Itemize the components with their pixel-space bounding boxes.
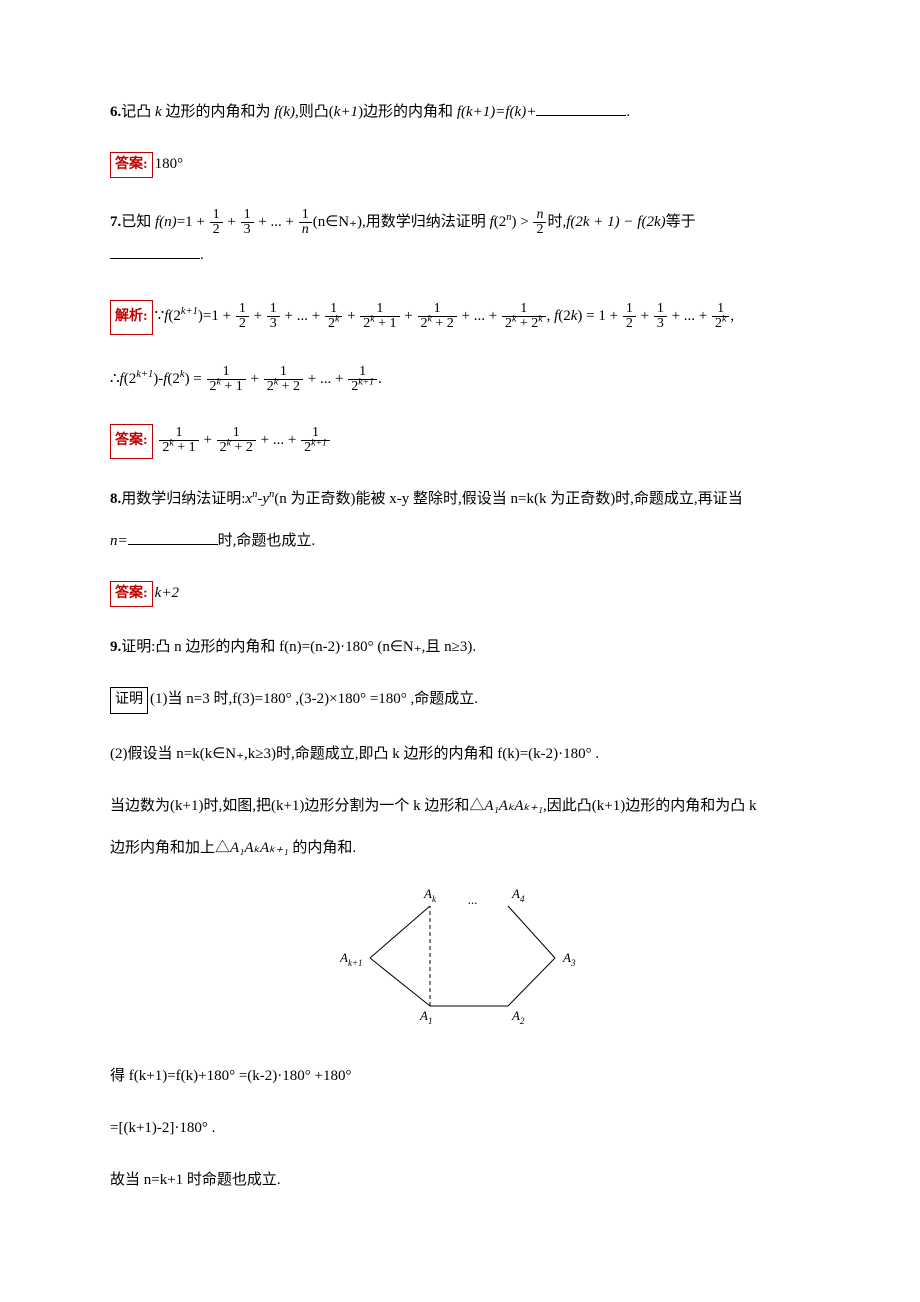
q9-proof-3: 当边数为(k+1)时,如图,把(k+1)边形分割为一个 k 边形和△A₁AₖAₖ…: [110, 794, 810, 818]
q8-statement-2: n=时,命题也成立.: [110, 529, 810, 553]
q7-statement: 7.已知 f(n)=1 + 12 + 13 + ... + 1n(n∈N₊),用…: [110, 206, 810, 272]
svg-text:...: ...: [468, 892, 478, 907]
svg-text:A3: A3: [562, 950, 576, 968]
answer-label: 答案:: [110, 581, 153, 607]
q7-number: 7.: [110, 214, 121, 230]
page: 6.记凸 k 边形的内角和为 f(k),则凸(k+1)边形的内角和 f(k+1)…: [0, 0, 920, 1300]
svg-text:Ak+1: Ak+1: [340, 950, 363, 968]
q8-blank: [128, 529, 218, 545]
q6-statement: 6.记凸 k 边形的内角和为 f(k),则凸(k+1)边形的内角和 f(k+1)…: [110, 100, 810, 124]
q7-blank: [110, 243, 200, 259]
q8-answer-row: 答案:k+2: [110, 581, 810, 607]
svg-text:A4: A4: [511, 888, 525, 904]
frac-n-2: n2: [533, 208, 546, 238]
svg-text:A1: A1: [419, 1008, 432, 1026]
polygon-diagram: Ak+1 Ak... A4 A3 A2 A1: [110, 888, 810, 1036]
answer-label: 答案:: [110, 152, 153, 178]
q6-answer: 180°: [155, 156, 184, 172]
q9-proof-1: 证明(1)当 n=3 时,f(3)=180° ,(3-2)×180° =180°…: [110, 687, 810, 713]
analysis-label: 解析:: [110, 300, 153, 335]
q9-proof-4: 边形内角和加上△A₁AₖAₖ₊₁ 的内角和.: [110, 836, 810, 860]
q6-answer-row: 答案:180°: [110, 152, 810, 178]
q7-analysis-line1: 解析:∵f(2k+1)=1 + 12 + 13 + ... + 12k + 12…: [110, 300, 810, 335]
q6-blank: [536, 100, 626, 116]
q8-statement: 8.用数学归纳法证明:xn-yn(n 为正奇数)能被 x-y 整除时,假设当 n…: [110, 487, 810, 511]
q9-proof-2: (2)假设当 n=k(k∈N₊,k≥3)时,命题成立,即凸 k 边形的内角和 f…: [110, 742, 810, 766]
frac-1-2: 12: [210, 208, 223, 238]
frac-1-n: 1n: [299, 208, 312, 238]
q9-proof-6: =[(k+1)-2]·180° .: [110, 1116, 810, 1140]
q8-answer: k+2: [155, 585, 179, 601]
svg-text:Ak: Ak: [423, 888, 437, 904]
q8-number: 8.: [110, 491, 121, 507]
answer-label: 答案:: [110, 424, 153, 459]
q7-analysis-line2: ∴f(2k+1)-f(2k) = 12k + 1 + 12k + 2 + ...…: [110, 363, 810, 396]
proof-label: 证明: [110, 687, 148, 713]
q7-answer-row: 答案: 12k + 1 + 12k + 2 + ... + 12k+1: [110, 424, 810, 459]
q6-number: 6.: [110, 104, 121, 120]
q9-number: 9.: [110, 639, 121, 655]
q9-proof-5: 得 f(k+1)=f(k)+180° =(k-2)·180° +180°: [110, 1064, 810, 1088]
svg-text:A2: A2: [511, 1008, 525, 1026]
q9-statement: 9.证明:凸 n 边形的内角和 f(n)=(n-2)·180° (n∈N₊,且 …: [110, 635, 810, 659]
frac-1-3: 13: [241, 208, 254, 238]
q9-proof-7: 故当 n=k+1 时命题也成立.: [110, 1168, 810, 1192]
